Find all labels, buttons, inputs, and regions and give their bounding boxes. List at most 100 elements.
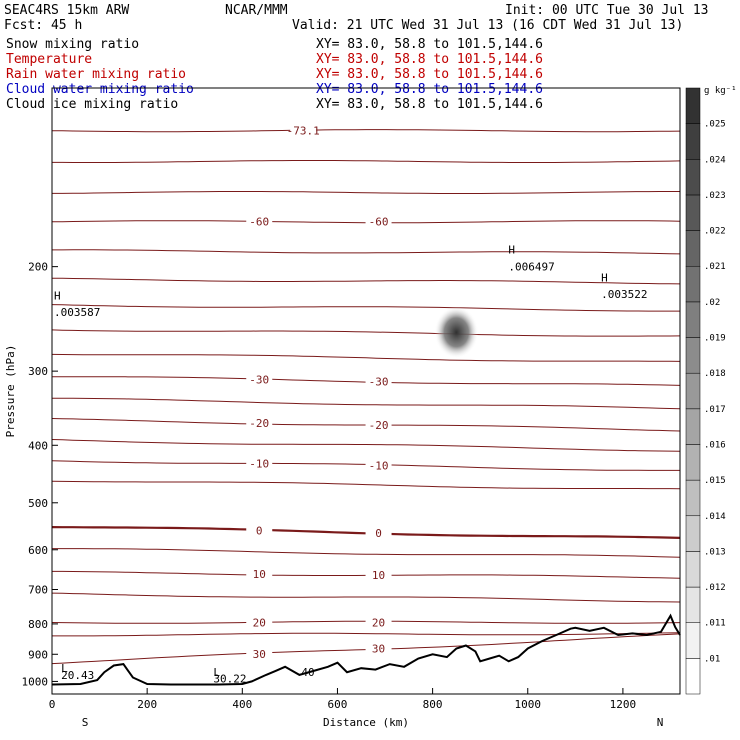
colorbar-label: .015 [704,476,726,486]
colorbar: g kg⁻¹ .01 .011 .012 .013 .014 .015 .016 .017 .0… [685,86,737,695]
isotherm [52,129,680,133]
isotherm [52,160,680,163]
colorbar-bin [685,586,701,623]
isotherm-label-bg [246,568,273,581]
left-endpoint: S [82,716,89,729]
field-xy: XY= 83.0, 58.8 to 101.5,144.6 [316,82,543,97]
isotherm [52,632,680,637]
isotherm-label-bg [246,457,273,470]
colorbar-bin [685,658,701,695]
colorbar-label: .013 [704,547,726,557]
isotherm-label: 10 [253,568,266,581]
y-tick-label: 900 [28,648,48,661]
isotherm-label: 30 [253,648,266,661]
isotherm [52,397,680,410]
isotherm-label-bg [365,616,392,629]
isotherm [52,277,680,285]
isotherm-label: 30 [372,643,385,656]
model-title: SEAC4RS 15km ARW [4,3,129,18]
colorbar-bin [685,515,701,552]
terrain-profile [51,613,681,686]
isotherm-label-bg [365,569,392,582]
plot-frame [51,87,681,695]
isotherm-label: -30 [369,375,389,388]
isotherm-label: 20 [372,616,385,629]
colorbar-label: .02 [704,298,720,308]
x-tick-label: 600 [328,698,348,711]
annotation: 30.22 [213,673,246,686]
annotation: L [61,662,68,675]
valid-time: Valid: 21 UTC Wed 31 Jul 13 (16 CDT Wed … [292,18,683,33]
isotherm-label: -60 [369,216,389,229]
annotation: .003587 [54,306,100,319]
colorbar-bin [685,265,701,303]
isotherm-label-bg [246,215,273,228]
isotherm-label-bg [246,524,273,537]
field-name: Rain water mixing ratio [6,67,186,82]
isotherm-label-bg [246,417,273,430]
colorbar-label: .017 [704,405,726,415]
annotation: H [54,289,61,302]
colorbar-bin [685,551,701,588]
colorbar-bin [685,301,701,338]
field-name: Cloud water mixing ratio [6,82,194,97]
isotherm [52,353,680,362]
org-label: NCAR/MMM [225,3,288,18]
annotation: H [601,272,608,285]
y-tick-label: 800 [28,618,48,631]
y-tick-label: 200 [28,261,48,274]
colorbar-label: .012 [704,583,726,593]
isotherm-label: -73.1 [287,125,320,138]
x-tick-label: 200 [137,698,157,711]
colorbar-bin [685,408,701,445]
isotherm-label: 0 [375,527,382,540]
colorbar-bin [685,230,701,267]
colorbar-bin [685,123,701,160]
colorbar-label: .024 [704,155,726,165]
y-tick-label: 500 [28,497,48,510]
annotation: 40 [301,666,314,679]
field-xy: XY= 83.0, 58.8 to 101.5,144.6 [316,67,543,82]
colorbar-bin [685,337,701,374]
field-xy: XY= 83.0, 58.8 to 101.5,144.6 [316,52,543,67]
colorbar-bin [685,622,701,659]
right-endpoint: N [657,716,664,729]
colorbar-bin [685,444,701,481]
x-tick-label: 1000 [515,698,542,711]
isotherm-label-bg [365,459,392,472]
annotation: .006497 [508,260,554,273]
y-tick-label: 600 [28,544,48,557]
isotherm [52,548,680,558]
isotherm-label: 0 [256,525,263,538]
x-tick-label: 400 [232,698,252,711]
isotherm-label-bg [365,215,392,228]
isotherm-label: -20 [369,419,389,432]
isotherm-label: -30 [249,374,269,387]
isotherm-label-bg [365,375,392,388]
isotherm-label: -10 [369,460,389,473]
colorbar-label: .01 [704,654,720,664]
y-tick-label: 300 [28,365,48,378]
colorbar-label: .023 [704,191,726,201]
isotherm-label-bg [246,373,273,386]
y-axis-label: Pressure (hPa) [4,345,17,438]
field-xy: XY= 83.0, 58.8 to 101.5,144.6 [316,37,543,52]
isotherm [52,304,680,312]
terrain-line [51,613,681,686]
colorbar-bin [685,87,701,124]
colorbar-bin [685,194,701,231]
plot-area: -73.1 -60 -60 -30 -30 -20 -20 -10 -10 0 0 10 10 20 20 3… [4,87,681,729]
isotherm-lines: -73.1 -60 -60 -30 -30 -20 -20 -10 -10 0 0 10 10 20 20 3… [52,124,680,665]
isotherm-label: -60 [249,216,269,229]
isotherm-label-bg [365,642,392,655]
init-time: Init: 00 UTC Tue 30 Jul 13 [505,3,709,18]
x-tick-label: 1200 [610,698,637,711]
colorbar-bin [685,159,701,196]
isotherm [52,439,680,452]
forecast-hour: Fcst: 45 h [4,18,82,33]
colorbar-label: .018 [704,369,726,379]
annotation: 20.43 [61,669,94,682]
colorbar-label: .011 [704,619,726,629]
